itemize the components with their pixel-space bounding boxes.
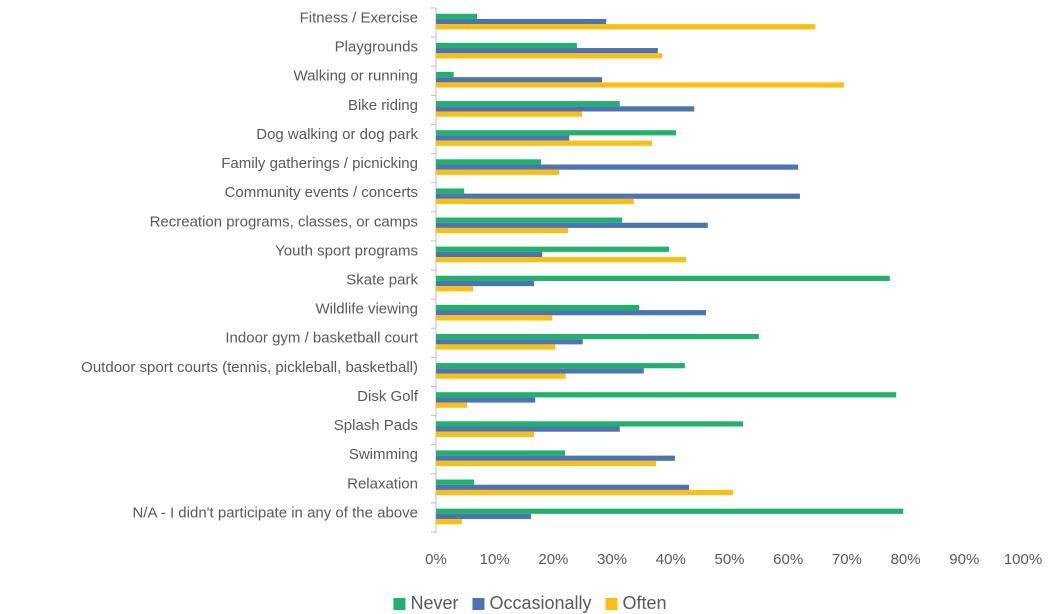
bar	[436, 130, 677, 136]
x-tick-label: 80%	[891, 551, 921, 568]
bar	[436, 18, 607, 25]
legend-swatch	[393, 598, 406, 610]
bar	[436, 479, 475, 485]
y-tick-label: Disk Golf	[357, 388, 419, 405]
y-tick-label: Dog walking or dog park	[256, 126, 418, 143]
bar	[436, 402, 468, 408]
bar	[436, 339, 583, 345]
bar	[436, 363, 685, 369]
y-tick-label: Recreation programs, classes, or camps	[150, 213, 418, 230]
bar	[436, 392, 897, 398]
y-tick-label: Youth sport programs	[275, 242, 418, 259]
bar	[436, 286, 473, 292]
bar	[436, 275, 890, 281]
bar	[436, 111, 583, 117]
y-tick-label: Playgrounds	[335, 39, 418, 56]
y-tick-label: Fitness / Exercise	[300, 10, 418, 27]
y-tick-label: Indoor gym / basketball court	[225, 330, 418, 347]
bar	[436, 193, 800, 199]
y-tick-label: N/A - I didn't participate in any of the…	[132, 504, 418, 521]
y-tick-label: Swimming	[349, 446, 418, 463]
bar	[436, 460, 657, 467]
y-tick-label: Splash Pads	[334, 417, 418, 434]
bar	[436, 42, 577, 49]
bar	[436, 159, 542, 165]
y-tick-label: Skate park	[346, 272, 418, 289]
bar	[436, 310, 707, 316]
bar	[436, 513, 532, 520]
bar	[436, 373, 566, 379]
x-tick-label: 50%	[714, 551, 744, 568]
bar	[436, 519, 462, 525]
bar	[436, 140, 653, 146]
bar	[436, 164, 799, 170]
y-tick-label: Community events / concerts	[225, 184, 418, 201]
bar	[436, 169, 560, 175]
bar	[436, 333, 759, 340]
x-tick-label: 30%	[597, 551, 627, 568]
bar	[436, 24, 816, 30]
bar	[436, 101, 620, 107]
bar	[436, 431, 535, 437]
bar	[436, 257, 687, 263]
bar	[436, 227, 569, 234]
bar	[436, 421, 744, 427]
bar	[436, 217, 623, 223]
bar	[436, 455, 675, 461]
bar	[436, 397, 536, 403]
legend-label: Never	[410, 593, 458, 613]
x-tick-label: 100%	[1004, 551, 1042, 568]
x-tick-label: 0%	[425, 551, 447, 568]
x-tick-label: 20%	[538, 551, 568, 568]
y-tick-label: Walking or running	[293, 68, 418, 85]
bar	[436, 82, 844, 88]
y-tick-label: Relaxation	[347, 475, 418, 492]
bar	[436, 344, 556, 350]
legend-label: Occasionally	[489, 593, 591, 613]
bar	[436, 198, 634, 205]
bar	[436, 53, 662, 59]
bar	[436, 484, 689, 490]
legend-swatch	[605, 598, 618, 610]
bar	[436, 368, 644, 374]
bar	[436, 77, 603, 83]
legend-swatch	[472, 598, 485, 610]
y-tick-label: Wildlife viewing	[315, 301, 418, 318]
bar	[436, 48, 658, 54]
bar	[436, 222, 708, 228]
bar	[436, 426, 620, 432]
x-tick-label: 90%	[949, 551, 979, 568]
x-tick-label: 60%	[773, 551, 803, 568]
y-tick-label: Family gatherings / picnicking	[221, 155, 418, 172]
bar	[436, 251, 543, 258]
bar	[436, 246, 670, 252]
x-tick-label: 70%	[832, 551, 862, 568]
bar	[436, 71, 454, 78]
bar	[436, 188, 465, 194]
bar	[436, 508, 904, 514]
bar	[436, 135, 570, 141]
x-tick-label: 10%	[480, 551, 510, 568]
bar	[436, 489, 734, 496]
bar	[436, 280, 535, 287]
legend-label: Often	[623, 593, 667, 613]
y-tick-label: Bike riding	[348, 97, 418, 114]
x-tick-label: 40%	[656, 551, 686, 568]
bar	[436, 450, 566, 456]
bar	[436, 13, 478, 19]
bar	[436, 106, 695, 112]
bar	[436, 304, 640, 311]
y-tick-label: Outdoor sport courts (tennis, pickleball…	[81, 359, 418, 376]
bar	[436, 315, 553, 321]
